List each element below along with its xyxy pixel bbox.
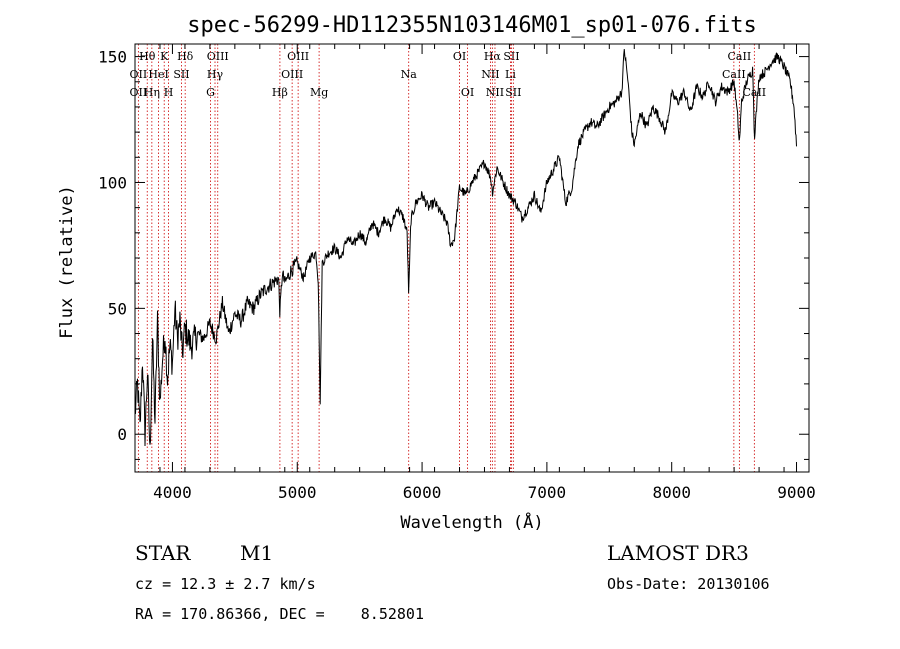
marker-label: NII [486, 86, 504, 99]
marker-label: CaII [742, 86, 766, 99]
marker-label: Hη [144, 86, 160, 99]
spectrum-line [134, 49, 797, 447]
object-class: STAR [135, 541, 191, 565]
y-axis-label: Flux (relative) [57, 185, 77, 339]
marker-label: SII [505, 86, 521, 99]
marker-label: OII [130, 68, 148, 81]
plot-frame [134, 43, 810, 473]
marker-label: CaII [722, 68, 746, 81]
survey-name: LAMOST DR3 [607, 541, 749, 565]
marker-label: Hθ [139, 50, 156, 63]
y-tick-label: 100 [98, 173, 127, 192]
y-tick-label: 50 [108, 299, 127, 318]
chart-title: spec-56299-HD112355N103146M01_sp01-076.f… [187, 13, 757, 38]
marker-label: OIII [281, 68, 303, 81]
marker-label: Hδ [177, 50, 194, 63]
y-tick-label: 150 [98, 48, 127, 67]
y-tick-label: 0 [117, 425, 127, 444]
x-tick-label: 8000 [652, 483, 691, 502]
object-subclass: M1 [240, 541, 273, 565]
x-tick-label: 5000 [278, 483, 317, 502]
x-axis-label: Wavelength (Å) [400, 511, 543, 533]
marker-label: SII [503, 50, 519, 63]
x-tick-label: 4000 [153, 483, 192, 502]
marker-label: OII [130, 86, 148, 99]
redshift-velocity: cz = 12.3 ± 2.7 km/s [135, 575, 316, 593]
coordinates: RA = 170.86366, DEC = 8.52801 [135, 605, 424, 623]
axis-ticks: 4000 5000 6000 7000 8000 9000 0 50 100 150 [98, 44, 816, 502]
marker-label: OI [461, 86, 474, 99]
x-tick-label: 6000 [403, 483, 442, 502]
marker-label: Mg [310, 86, 328, 99]
marker-label: Hγ [207, 68, 224, 81]
observation-date: Obs-Date: 20130106 [607, 575, 770, 593]
marker-label: SII [173, 68, 189, 81]
x-tick-label: 7000 [528, 483, 567, 502]
spectral-line-markers: Hθ OII OII K HeI Hη Hδ SII H OIII Hγ G OIII OIII Hβ Mg N… [130, 44, 766, 472]
marker-label: Li [505, 68, 516, 81]
x-tick-label: 9000 [777, 483, 816, 502]
marker-label: CaII [728, 50, 752, 63]
marker-label: NII [481, 68, 499, 81]
marker-label: OI [453, 50, 466, 63]
marker-label: G [206, 86, 215, 99]
marker-label: HeI [148, 68, 168, 81]
marker-label: OIII [287, 50, 309, 63]
marker-label: Hβ [272, 86, 288, 99]
marker-label: Hα [484, 50, 502, 63]
marker-label: OIII [207, 50, 229, 63]
marker-label: K [160, 50, 169, 63]
marker-label: H [164, 86, 174, 99]
marker-label: Na [401, 68, 418, 81]
